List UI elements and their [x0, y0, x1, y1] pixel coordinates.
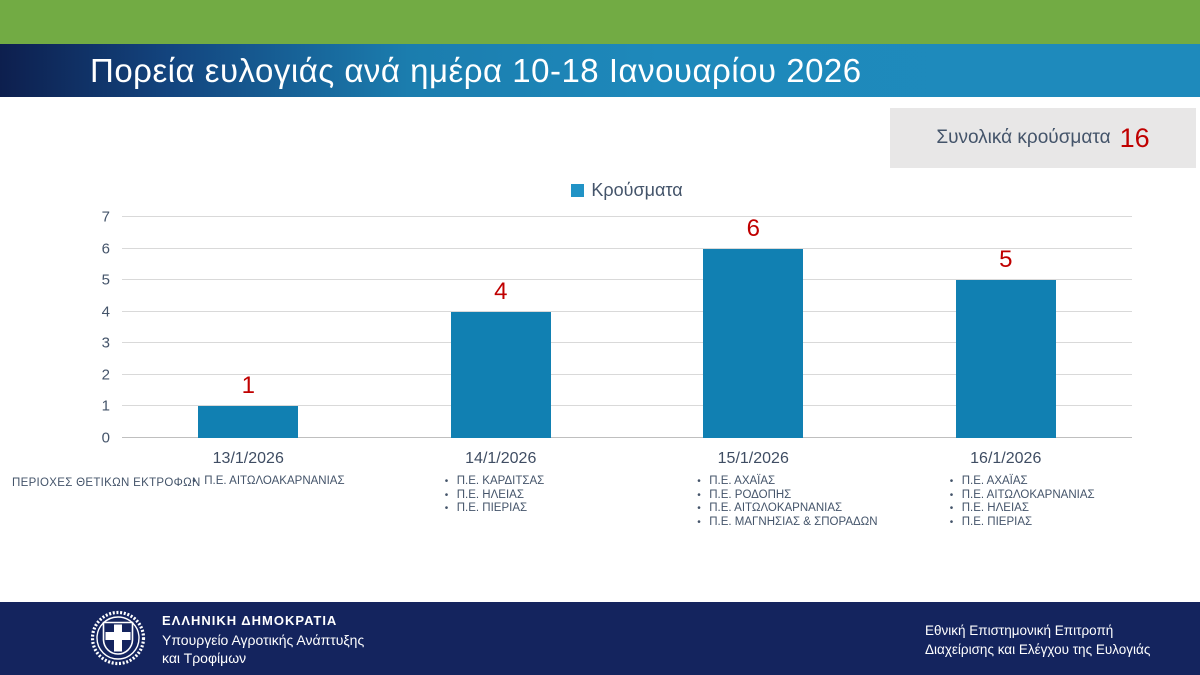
region-list-item: • Π.Ε. ΡΟΔΟΠΗΣ — [697, 489, 877, 503]
bar-14/1/2026 — [450, 311, 551, 438]
total-cases-box: Συνολικά κρούσματα 16 — [890, 108, 1196, 168]
x-axis-category-label: 14/1/2026 — [465, 450, 537, 467]
greek-republic-emblem-icon — [90, 610, 146, 666]
bullet-icon: • — [949, 476, 954, 487]
bullet-icon: • — [444, 489, 449, 501]
committee-line2: Διαχείρισης και Ελέγχου της Ευλογιάς — [925, 642, 1151, 657]
region-column: • Π.Ε. ΑΧΑΪΑΣ • Π.Ε. ΡΟΔΟΠΗΣ • Π.Ε. ΑΙΤΩΛΟΚΑΡ… — [697, 475, 877, 529]
bullet-icon: • — [444, 476, 449, 487]
region-name: Π.Ε. ΑΙΤΩΛΟΑΚΑΡΝΑΝΙΑΣ — [204, 475, 345, 487]
bar-data-label: 4 — [494, 277, 508, 305]
y-axis-tick-label: 2 — [101, 366, 110, 384]
region-list-item: • Π.Ε. ΗΛΕΙΑΣ — [950, 502, 1095, 516]
bullet-icon: • — [697, 516, 701, 528]
region-list-item: • Π.Ε. ΚΑΡΔΙΤΣΑΣ — [445, 475, 545, 489]
bar-data-label: 6 — [746, 214, 760, 242]
chart-legend: Κρούσματα — [122, 179, 1132, 201]
region-name: Π.Ε. ΑΙΤΩΛΟΚΑΡΝΑΝΙΑΣ — [961, 488, 1095, 501]
total-cases-value: 16 — [1119, 122, 1150, 153]
slide-footer: ΕΛΛΗΝΙΚΗ ΔΗΜΟΚΡΑΤΙΑ Υπουργείο Αγροτικής … — [0, 602, 1200, 675]
legend-label: Κρούσματα — [591, 179, 683, 200]
ministry-block: ΕΛΛΗΝΙΚΗ ΔΗΜΟΚΡΑΤΙΑ Υπουργείο Αγροτικής … — [162, 613, 364, 667]
y-axis-tick-label: 1 — [101, 397, 110, 415]
y-axis-tick-label: 6 — [101, 240, 110, 258]
bullet-icon: • — [949, 516, 954, 528]
gridline — [122, 405, 1132, 407]
bullet-icon: • — [697, 476, 701, 487]
gridline — [122, 373, 1132, 375]
y-axis-tick-label: 4 — [101, 303, 110, 321]
bullet-icon: • — [949, 503, 954, 514]
legend-swatch-icon — [571, 183, 585, 197]
slide-header: Πορεία ευλογιάς ανά ημέρα 10-18 Ιανουαρί… — [0, 44, 1200, 97]
x-axis-category-label: 13/1/2026 — [212, 450, 284, 467]
region-name: Π.Ε. ΗΛΕΙΑΣ — [961, 502, 1029, 514]
region-name: Π.Ε. ΑΧΑΪΑΣ — [961, 475, 1028, 487]
region-list-item: • Π.Ε. ΑΧΑΪΑΣ — [697, 475, 877, 489]
bar-16/1/2026 — [955, 280, 1056, 438]
region-column: • Π.Ε. ΑΙΤΩΛΟΑΚΑΡΝΑΝΙΑΣ — [192, 475, 344, 489]
gridline — [122, 342, 1132, 344]
region-column: • Π.Ε. ΚΑΡΔΙΤΣΑΣ • Π.Ε. ΗΛΕΙΑΣ • Π.Ε. ΠΙΕΡΙΑΣ — [445, 475, 545, 516]
gridline — [122, 279, 1132, 281]
gridline — [122, 216, 1132, 217]
committee-line1: Εθνική Επιστημονική Επιτροπή — [925, 623, 1114, 638]
regions-row-label: ΠΕΡΙΟΧΕΣ ΘΕΤΙΚΩΝ ΕΚΤΡΟΦΩΝ — [12, 477, 201, 489]
region-list-item: • Π.Ε. ΠΙΕΡΙΑΣ — [950, 516, 1095, 530]
bullet-icon: • — [949, 489, 954, 501]
bar-data-label: 1 — [241, 372, 255, 400]
region-name: Π.Ε. ΡΟΔΟΠΗΣ — [709, 488, 792, 501]
org-name: ΕΛΛΗΝΙΚΗ ΔΗΜΟΚΡΑΤΙΑ — [162, 613, 338, 628]
region-list-item: • Π.Ε. ΜΑΓΝΗΣΙΑΣ & ΣΠΟΡΑΔΩΝ — [697, 516, 877, 530]
region-list-item: • Π.Ε. ΑΙΤΩΛΟΚΑΡΝΑΝΙΑΣ — [697, 502, 877, 516]
bar-15/1/2026 — [703, 248, 804, 438]
y-axis-tick-label: 3 — [101, 334, 110, 352]
bullet-icon: • — [697, 489, 701, 501]
region-name: Π.Ε. ΠΙΕΡΙΑΣ — [456, 502, 528, 514]
region-name: Π.Ε. ΜΑΓΝΗΣΙΑΣ & ΣΠΟΡΑΔΩΝ — [709, 515, 878, 528]
bullet-icon: • — [444, 503, 449, 514]
bullet-icon: • — [697, 503, 701, 514]
ministry-line1: Υπουργείο Αγροτικής Ανάπτυξης — [162, 632, 365, 648]
committee-block: Εθνική Επιστημονική Επιτροπή Διαχείρισης… — [925, 621, 1150, 659]
gridline — [122, 247, 1132, 249]
region-name: Π.Ε. ΠΙΕΡΙΑΣ — [961, 515, 1033, 528]
bullet-icon: • — [192, 476, 196, 487]
region-list-item: • Π.Ε. ΑΧΑΪΑΣ — [950, 475, 1095, 489]
y-axis: 0 1 2 3 4 5 6 7 — [0, 210, 110, 446]
region-name: Π.Ε. ΗΛΕΙΑΣ — [456, 488, 524, 501]
bar-13/1/2026 — [198, 406, 299, 438]
y-axis-tick-label: 0 — [101, 429, 110, 447]
x-axis-category-label: 15/1/2026 — [717, 450, 789, 467]
top-green-bar — [0, 0, 1200, 44]
gridline — [122, 310, 1132, 312]
region-name: Π.Ε. ΚΑΡΔΙΤΣΑΣ — [456, 475, 545, 487]
gridline — [122, 437, 1132, 438]
page-title: Πορεία ευλογιάς ανά ημέρα 10-18 Ιανουαρί… — [90, 51, 862, 89]
region-list-item: • Π.Ε. ΑΙΤΩΛΟΚΑΡΝΑΝΙΑΣ — [950, 489, 1095, 503]
region-list-item: • Π.Ε. ΑΙΤΩΛΟΑΚΑΡΝΑΝΙΑΣ — [192, 475, 344, 489]
bar-data-label: 5 — [999, 246, 1013, 274]
region-name: Π.Ε. ΑΙΤΩΛΟΚΑΡΝΑΝΙΑΣ — [709, 502, 843, 514]
x-axis-category-label: 16/1/2026 — [970, 450, 1042, 467]
region-list-item: • Π.Ε. ΠΙΕΡΙΑΣ — [445, 502, 545, 516]
region-name: Π.Ε. ΑΧΑΪΑΣ — [709, 475, 776, 487]
y-axis-tick-label: 7 — [101, 208, 110, 226]
region-column: • Π.Ε. ΑΧΑΪΑΣ • Π.Ε. ΑΙΤΩΛΟΚΑΡΝΑΝΙΑΣ • Π.Ε. Η… — [950, 475, 1095, 529]
plot-area: 1 13/1/2026 4 14/1/2026 6 15/1/2026 5 16/1/2026 — [122, 214, 1132, 467]
total-cases-label: Συνολικά κρούσματα — [936, 127, 1111, 148]
region-list-item: • Π.Ε. ΗΛΕΙΑΣ — [445, 489, 545, 503]
y-axis-tick-label: 5 — [101, 271, 110, 289]
ministry-line2: και Τροφίμων — [162, 650, 247, 666]
